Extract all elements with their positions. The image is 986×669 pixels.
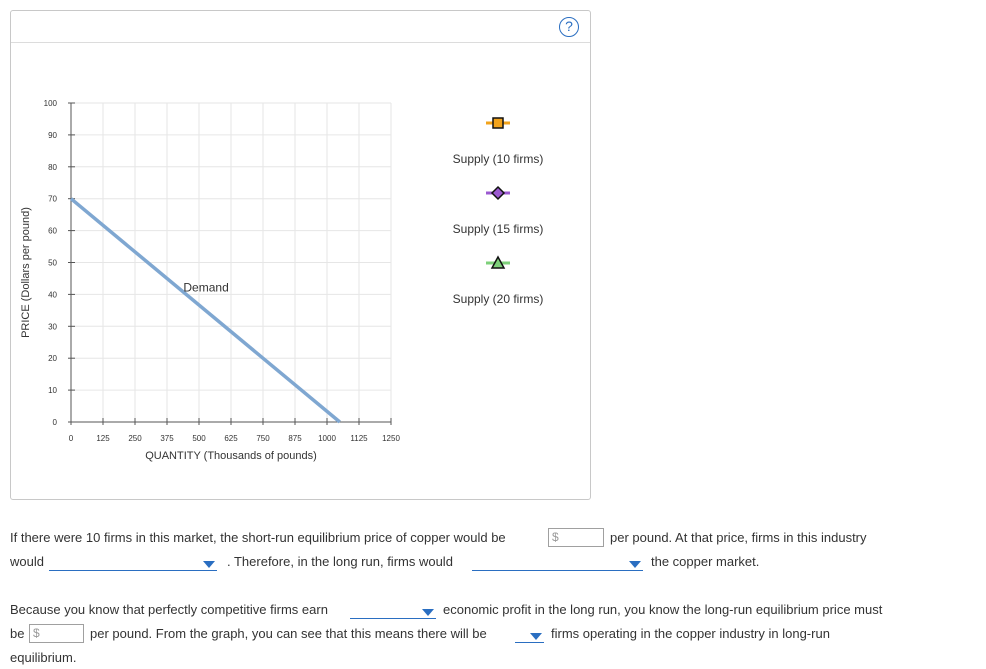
panel-header-divider xyxy=(11,42,590,43)
y-tick-label-0: 0 xyxy=(53,418,58,427)
demand-curve-label: Demand xyxy=(183,280,228,294)
supply-tool-label-2: Supply (15 firms) xyxy=(453,222,544,236)
chevron-down-icon xyxy=(530,633,542,640)
triangle-icon[interactable] xyxy=(490,255,506,269)
x-tick-label-625: 625 xyxy=(224,434,238,443)
x-tick-label-500: 500 xyxy=(192,434,206,443)
chevron-down-icon xyxy=(422,609,434,616)
x-tick-label-750: 750 xyxy=(256,434,270,443)
x-axis-label: QUANTITY (Thousands of pounds) xyxy=(145,450,317,462)
x-tick-label-250: 250 xyxy=(128,434,142,443)
square-icon[interactable] xyxy=(492,117,504,129)
x-tick-label-1000: 1000 xyxy=(318,434,336,443)
x-tick-label-1125: 1125 xyxy=(350,434,368,443)
q2-text-5: equilibrium. xyxy=(10,650,77,665)
chevron-down-icon xyxy=(629,561,641,568)
y-axis-label: PRICE (Dollars per pound) xyxy=(20,207,32,338)
q1-text-1: If there were 10 firms in this market, t… xyxy=(10,530,506,545)
q1-would-text: would xyxy=(10,554,44,569)
long-run-profit-dropdown[interactable] xyxy=(350,604,436,619)
q2-text-4: firms operating in the copper industry i… xyxy=(551,626,830,641)
y-tick-label-10: 10 xyxy=(48,386,57,395)
y-tick-label-50: 50 xyxy=(48,259,57,268)
q2-be-text: be xyxy=(10,626,25,641)
q1-text-4: the copper market. xyxy=(651,554,760,569)
firm-count-dropdown[interactable] xyxy=(515,628,544,643)
y-tick-label-100: 100 xyxy=(44,99,58,108)
q2-text-2: economic profit in the long run, you kno… xyxy=(443,602,883,617)
long-run-price-input[interactable]: $ xyxy=(29,624,84,643)
chevron-down-icon xyxy=(203,561,215,568)
y-tick-label-40: 40 xyxy=(48,290,57,299)
y-tick-label-90: 90 xyxy=(48,131,57,140)
x-tick-label-375: 375 xyxy=(160,434,174,443)
supply-tool-label-3: Supply (20 firms) xyxy=(453,292,544,306)
q1-text-2: per pound. At that price, firms in this … xyxy=(610,530,867,545)
graph-panel: ? 0 10 20 30 40 50 60 70 80 90 100 0 125 250 375 500 625… xyxy=(10,10,591,500)
long-run-action-dropdown[interactable] xyxy=(472,556,643,571)
help-icon[interactable]: ? xyxy=(559,17,579,37)
x-tick-label-875: 875 xyxy=(288,434,302,443)
diamond-icon[interactable] xyxy=(490,185,506,201)
q2-text-3: per pound. From the graph, you can see t… xyxy=(90,626,487,641)
short-run-price-input[interactable]: $ xyxy=(548,528,604,547)
demand-curve[interactable] xyxy=(69,197,341,424)
x-tick-label-1250: 1250 xyxy=(382,434,400,443)
y-tick-label-30: 30 xyxy=(48,322,57,331)
x-tick-label-125: 125 xyxy=(96,434,110,443)
x-tick-label-0: 0 xyxy=(69,434,74,443)
q2-text-1: Because you know that perfectly competit… xyxy=(10,602,328,617)
y-tick-label-60: 60 xyxy=(48,227,57,236)
supply-tool-label-1: Supply (10 firms) xyxy=(453,152,544,166)
y-tick-label-70: 70 xyxy=(48,195,57,204)
y-tick-label-20: 20 xyxy=(48,354,57,363)
profit-status-dropdown[interactable] xyxy=(49,556,217,571)
y-tick-label-80: 80 xyxy=(48,163,57,172)
q1-text-3: . Therefore, in the long run, firms woul… xyxy=(227,554,453,569)
